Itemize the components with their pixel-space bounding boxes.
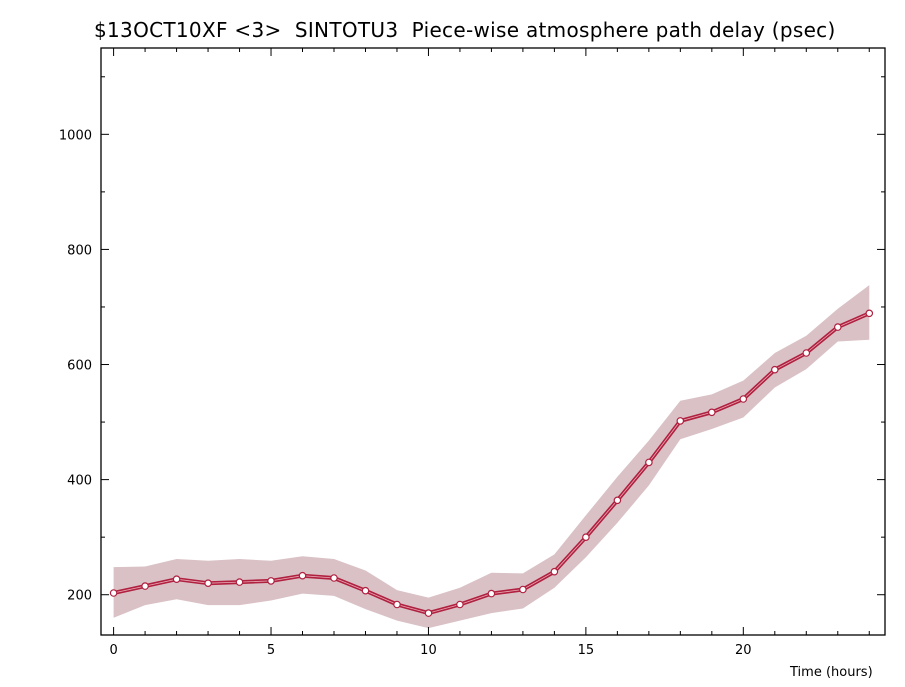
data-point xyxy=(424,609,433,617)
data-point xyxy=(613,496,622,505)
y-tick-label: 200 xyxy=(67,589,92,604)
error-band xyxy=(113,285,870,629)
data-point xyxy=(833,323,842,331)
chart-title: $13OCT10XF <3> SINTOTU3 Piece-wise atmos… xyxy=(94,18,836,42)
data-point xyxy=(707,408,716,417)
data-point xyxy=(172,575,181,584)
x-tick-label: 0 xyxy=(109,643,117,658)
data-point xyxy=(235,578,244,586)
y-tick-label: 400 xyxy=(67,474,92,489)
x-tick-label: 10 xyxy=(420,643,437,658)
data-point xyxy=(204,579,212,588)
data-point xyxy=(645,458,653,467)
data-point xyxy=(676,417,685,425)
data-point xyxy=(802,349,811,357)
x-tick-label: 20 xyxy=(735,643,752,658)
data-point xyxy=(330,574,338,582)
x-axis-label: Time (hours) xyxy=(790,665,873,680)
data-point xyxy=(770,365,779,374)
data-point xyxy=(519,585,527,594)
data-point xyxy=(393,600,401,609)
plot-frame xyxy=(100,47,886,636)
x-tick-label: 15 xyxy=(578,643,595,658)
y-tick-label: 800 xyxy=(67,243,92,258)
data-point xyxy=(456,600,464,609)
data-point xyxy=(109,589,118,597)
data-point xyxy=(550,567,559,576)
data-point xyxy=(582,533,590,542)
data-point xyxy=(865,309,874,318)
y-tick-label: 1000 xyxy=(59,128,92,143)
data-point xyxy=(141,582,149,590)
y-tick-label: 600 xyxy=(67,359,92,374)
data-point xyxy=(361,586,370,595)
x-tick-label: 5 xyxy=(267,643,275,658)
data-point xyxy=(298,571,307,580)
data-point xyxy=(267,577,275,585)
data-point xyxy=(487,589,496,598)
data-point xyxy=(739,395,748,403)
